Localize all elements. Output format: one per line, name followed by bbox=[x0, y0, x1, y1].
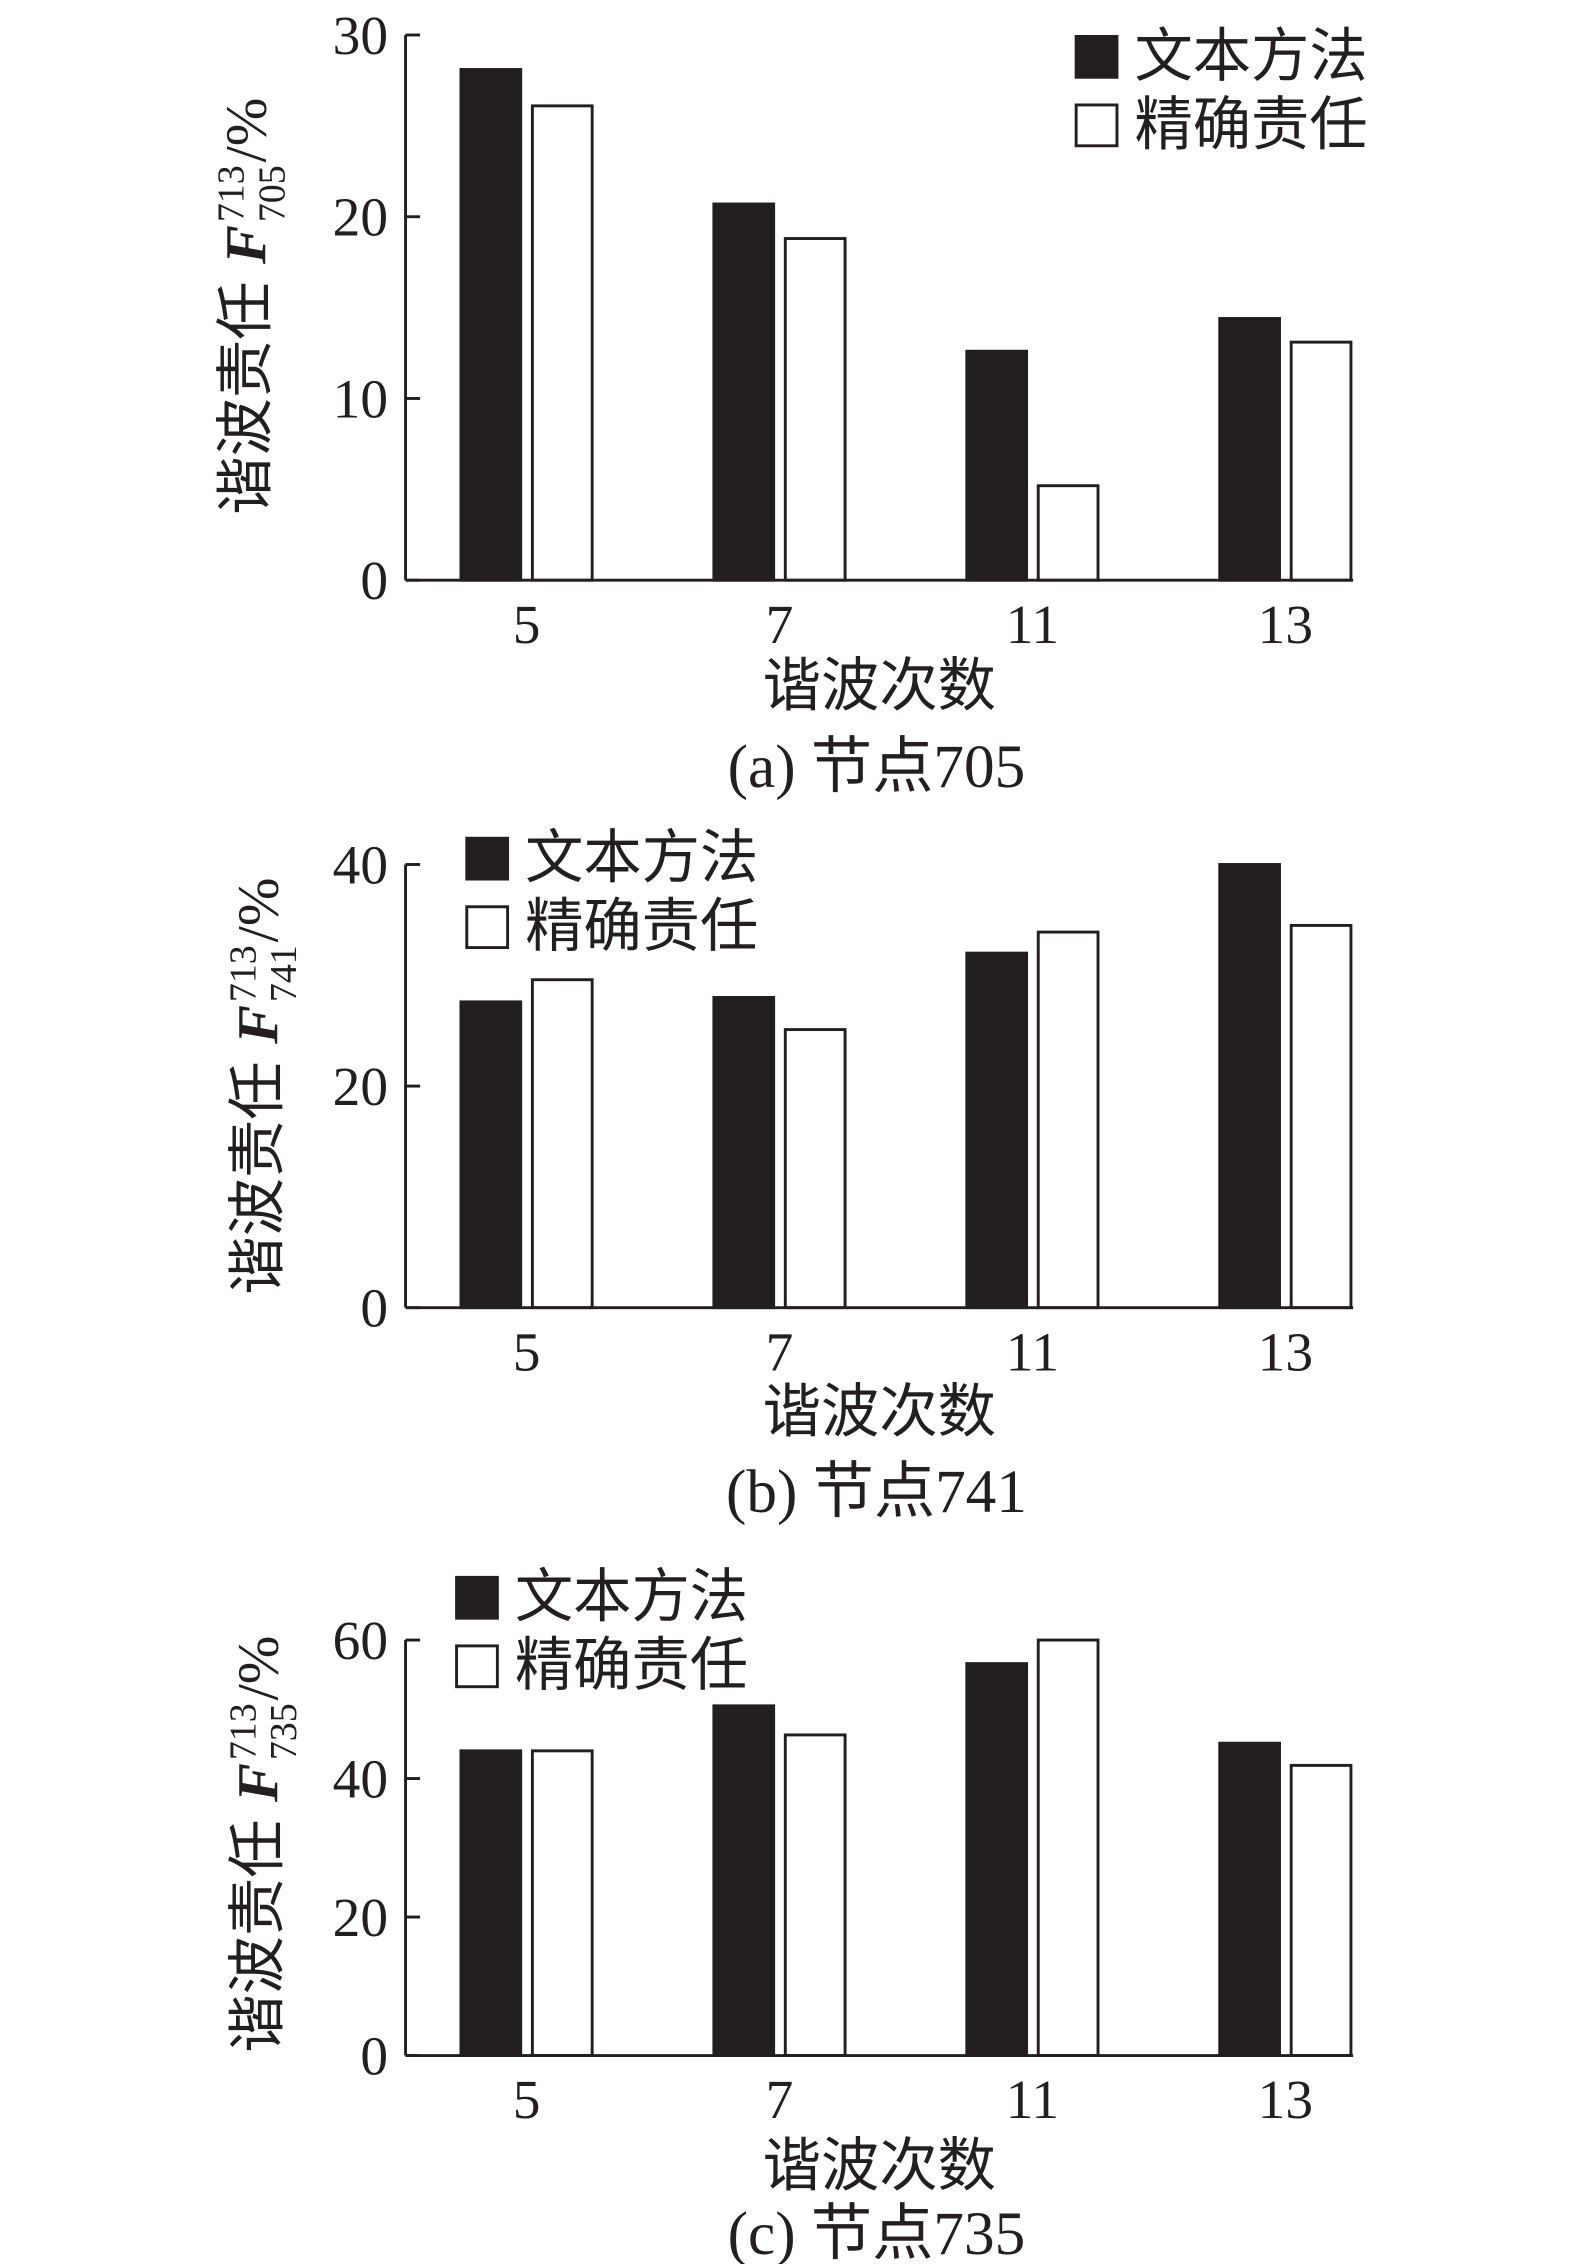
panel-c-category-label-13: 13 bbox=[1258, 2069, 1313, 2130]
panel-a-x-axis-label: 谐波次数 bbox=[763, 654, 996, 719]
panel-c-bar-exact-responsibility-order-13 bbox=[1289, 1763, 1353, 2057]
panel-a-bars bbox=[459, 68, 1353, 582]
panel-a-y-tick-label-20: 20 bbox=[333, 187, 388, 248]
panel-c-bar-exact-responsibility-order-5 bbox=[530, 1749, 594, 2057]
panel-c-x-axis-label: 谐波次数 bbox=[763, 2133, 996, 2198]
panel-b-y-label-prefix: 谐波责任 bbox=[225, 1061, 290, 1294]
panel-a-category-label-5: 5 bbox=[513, 594, 541, 655]
panel-a-category-label-13: 13 bbox=[1258, 594, 1313, 655]
panel-c-bar-exact-responsibility-order-11 bbox=[1036, 1638, 1100, 2057]
panel-b-legend-label-text-method: 文本方法 bbox=[525, 826, 758, 891]
panel-c-bar-text-method-order-5 bbox=[459, 1749, 523, 2057]
panel-b-category-label-11: 11 bbox=[1006, 1321, 1059, 1382]
panel-a-y-label-superscript: 713 bbox=[211, 165, 253, 222]
panel-c-bars bbox=[459, 1638, 1353, 2057]
panel-b-legend-swatch-text-method bbox=[465, 836, 510, 881]
panel-c-category-label-5: 5 bbox=[513, 2069, 541, 2130]
panel-a-y-label-prefix: 谐波责任 bbox=[214, 281, 279, 514]
panel-a-category-label-11: 11 bbox=[1006, 594, 1059, 655]
panel-a-y-axis-label: 谐波责任 F713705/% bbox=[211, 98, 294, 515]
panel-a-category-label-7: 7 bbox=[766, 594, 794, 655]
panel-c-legend-swatch-exact-responsibility bbox=[455, 1644, 499, 1689]
panel-b-y-label-superscript: 713 bbox=[222, 945, 264, 1002]
panel-a-bar-text-method-order-11 bbox=[965, 349, 1029, 582]
panel-c-y-tick-label-40: 40 bbox=[333, 1748, 388, 1809]
panel-a-y-label-variable: F bbox=[214, 225, 279, 265]
panel-c-legend-swatch-text-method bbox=[455, 1575, 499, 1620]
panel-b-caption: (b) 节点741 bbox=[726, 1458, 1027, 1526]
panel-a-bar-exact-responsibility-order-5 bbox=[530, 104, 594, 582]
panel-c-y-label-subscript: 735 bbox=[263, 1703, 305, 1760]
panel-c-caption: (c) 节点735 bbox=[728, 2200, 1026, 2264]
panel-a-y-tick-label-10: 10 bbox=[333, 368, 388, 429]
panel-b-y-tick-label-40: 40 bbox=[333, 834, 388, 895]
panel-b-y-label-variable: F bbox=[225, 1005, 290, 1045]
panel-c-legend-label-text-method: 文本方法 bbox=[515, 1565, 748, 1630]
panel-c-y-label-variable: F bbox=[225, 1763, 290, 1803]
panel-c-y-tick-label-20: 20 bbox=[333, 1887, 388, 1948]
panel-c-bar-text-method-order-7 bbox=[712, 1704, 776, 2057]
panel-a-bar-exact-responsibility-order-13 bbox=[1289, 340, 1353, 582]
panel-c-category-label-11: 11 bbox=[1006, 2069, 1059, 2130]
panel-a-caption: (a) 节点705 bbox=[728, 733, 1026, 801]
panel-a-legend-swatch-exact-responsibility bbox=[1074, 103, 1119, 148]
panel-b-y-tick-label-20: 20 bbox=[333, 1056, 388, 1117]
panel-c-y-tick-label-60: 60 bbox=[333, 1610, 388, 1671]
panel-a-bar-text-method-order-5 bbox=[459, 68, 523, 582]
panel-b-legend-swatch-exact-responsibility bbox=[465, 905, 510, 950]
panel-b-y-tick-label-0: 0 bbox=[360, 1278, 388, 1339]
panel-c-bar-exact-responsibility-order-7 bbox=[783, 1733, 847, 2057]
panel-b-bar-text-method-order-13 bbox=[1218, 863, 1281, 1310]
panel-b-category-label-5: 5 bbox=[513, 1321, 541, 1382]
panel-a-y-label-subscript: 705 bbox=[252, 165, 294, 222]
panel-b-bar-text-method-order-5 bbox=[459, 1000, 523, 1310]
panel-b-y-label-subscript: 741 bbox=[263, 945, 305, 1002]
panel-b-y-label-suffix: /% bbox=[225, 878, 290, 943]
panel-b-bar-exact-responsibility-order-11 bbox=[1036, 930, 1100, 1310]
panel-a-bar-text-method-order-13 bbox=[1218, 317, 1281, 582]
panel-c-y-tick-label-0: 0 bbox=[360, 2025, 388, 2086]
panel-a-legend-label-exact-responsibility: 精确责任 bbox=[1134, 92, 1367, 157]
panel-a-bar-exact-responsibility-order-11 bbox=[1036, 484, 1100, 582]
panel-c-bar-text-method-order-13 bbox=[1218, 1741, 1281, 2057]
panel-a-y-tick-label-30: 30 bbox=[333, 5, 388, 66]
panel-b-legend-label-exact-responsibility: 精确责任 bbox=[525, 894, 758, 959]
panel-b-x-axis-label: 谐波次数 bbox=[763, 1380, 996, 1445]
panel-a-y-label-suffix: /% bbox=[214, 98, 279, 163]
panel-a-bar-exact-responsibility-order-7 bbox=[783, 237, 847, 582]
panel-b-bar-exact-responsibility-order-5 bbox=[530, 978, 594, 1310]
panel-b-category-label-13: 13 bbox=[1258, 1321, 1313, 1382]
panel-b-bar-text-method-order-7 bbox=[712, 995, 776, 1310]
panel-a-bar-text-method-order-7 bbox=[712, 202, 776, 582]
panel-b-bar-exact-responsibility-order-7 bbox=[783, 1028, 847, 1310]
panel-a-legend-swatch-text-method bbox=[1074, 34, 1119, 79]
panel-c-y-axis-label: 谐波责任 F713735/% bbox=[222, 1636, 305, 2053]
panel-b-bar-text-method-order-11 bbox=[965, 951, 1029, 1310]
panel-c-legend-label-exact-responsibility: 精确责任 bbox=[515, 1633, 748, 1698]
panel-c-bar-text-method-order-11 bbox=[965, 1662, 1029, 2057]
panel-b-y-axis-label: 谐波责任 F713741/% bbox=[222, 878, 305, 1295]
panel-a-legend-label-text-method: 文本方法 bbox=[1134, 24, 1367, 89]
panel-c-y-label-superscript: 713 bbox=[222, 1703, 264, 1760]
panel-b-bar-exact-responsibility-order-13 bbox=[1289, 923, 1353, 1310]
panel-c-category-label-7: 7 bbox=[766, 2069, 794, 2130]
panel-c-y-label-suffix: /% bbox=[225, 1636, 290, 1701]
panel-b-category-label-7: 7 bbox=[766, 1321, 794, 1382]
panel-a-y-tick-label-0: 0 bbox=[360, 550, 388, 611]
panel-c-y-label-prefix: 谐波责任 bbox=[225, 1819, 290, 2052]
